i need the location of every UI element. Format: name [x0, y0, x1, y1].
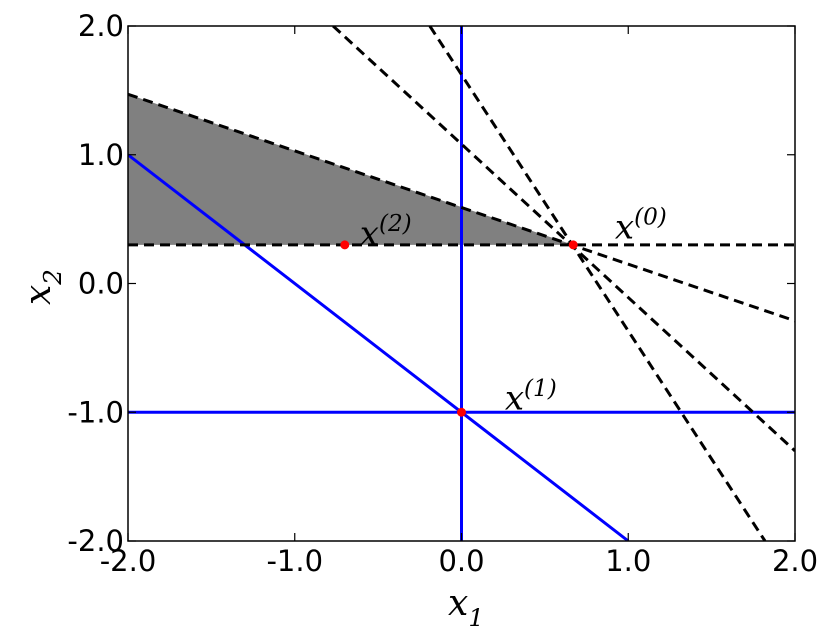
dashed-line: [128, 92, 795, 323]
x-tick-label: 1.0: [605, 544, 651, 578]
y-tick-label: -2.0: [67, 524, 124, 558]
x-axis-label-sub: 1: [468, 603, 484, 632]
dashed-line: [428, 26, 767, 541]
dashed-line: [332, 26, 795, 452]
point: [457, 407, 466, 417]
annotation-sup: (0): [634, 205, 667, 231]
annotation: x(0): [615, 205, 667, 248]
x-tick-label: -1.0: [266, 544, 323, 578]
y-axis-label-base: x: [18, 285, 59, 305]
x-tick-label: 0.0: [438, 544, 484, 578]
point: [568, 240, 578, 250]
y-axis-label: x2: [18, 269, 67, 305]
y-tick-label: -1.0: [67, 395, 124, 429]
y-tick-label: 0.0: [78, 267, 124, 301]
x-axis-label-base: x: [448, 583, 468, 624]
annotation-base: x: [615, 207, 634, 247]
line: [128, 153, 630, 541]
y-axis-label-sub: 2: [38, 269, 67, 286]
annotation-base: x: [505, 379, 524, 419]
annotation: x(2): [360, 211, 412, 254]
plot-area: [128, 26, 795, 541]
y-tick-label: 1.0: [78, 138, 124, 172]
annotation: x(1): [505, 376, 557, 419]
y-tick-label: 2.0: [78, 9, 124, 43]
annotation-sup: (1): [524, 376, 557, 402]
x-tick-label: 2.0: [772, 544, 818, 578]
x-axis-label: x1: [448, 583, 484, 632]
point: [340, 240, 350, 250]
annotation-sup: (2): [379, 211, 412, 237]
x-tick-label: -2.0: [100, 544, 157, 578]
annotation-base: x: [360, 214, 379, 254]
